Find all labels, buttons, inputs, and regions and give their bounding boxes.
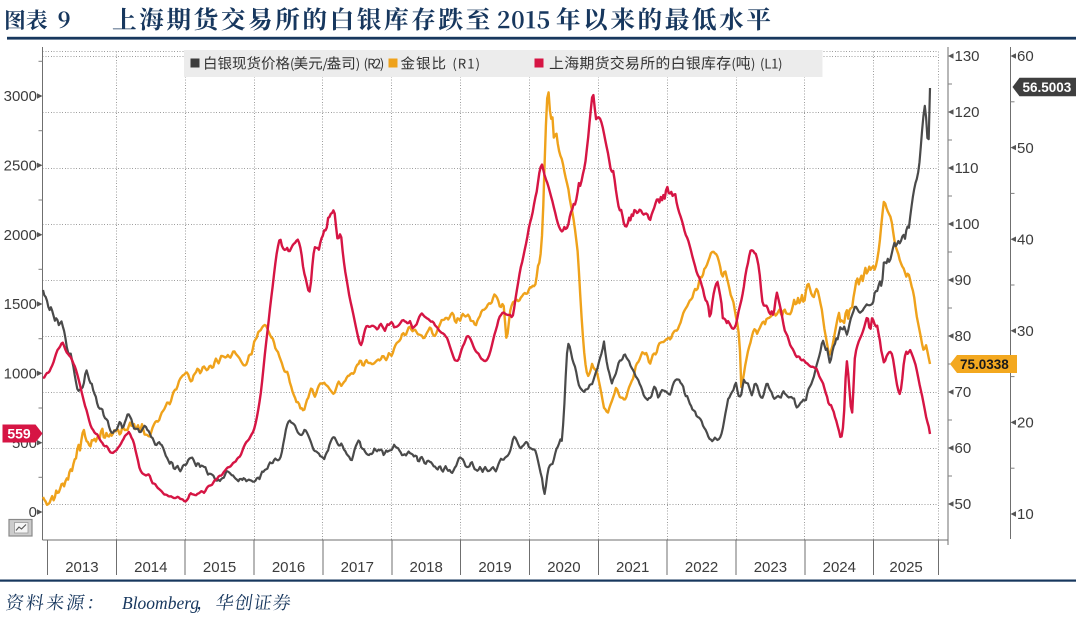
svg-text:2016: 2016 xyxy=(272,559,305,576)
svg-text:2014: 2014 xyxy=(134,559,167,576)
svg-text:2013: 2013 xyxy=(65,559,98,576)
svg-text:60: 60 xyxy=(955,440,972,457)
svg-text:2025: 2025 xyxy=(889,559,922,576)
svg-text:130: 130 xyxy=(955,48,980,65)
svg-text:110: 110 xyxy=(955,160,979,177)
svg-text:2015: 2015 xyxy=(203,559,236,576)
svg-text:60: 60 xyxy=(1017,48,1034,65)
svg-text:3000: 3000 xyxy=(4,88,37,105)
svg-text:2019: 2019 xyxy=(478,559,511,576)
svg-text:Bloomberg: Bloomberg xyxy=(122,593,199,613)
svg-text:2022: 2022 xyxy=(685,559,718,576)
svg-text:0: 0 xyxy=(29,504,37,521)
svg-text:50: 50 xyxy=(1017,140,1034,157)
svg-text:90: 90 xyxy=(955,272,972,289)
svg-text:2018: 2018 xyxy=(410,559,443,576)
svg-text:20: 20 xyxy=(1017,415,1034,432)
svg-text:10: 10 xyxy=(1017,506,1034,523)
svg-text:2017: 2017 xyxy=(341,559,374,576)
svg-text:40: 40 xyxy=(1017,231,1034,248)
svg-text:1500: 1500 xyxy=(4,296,37,313)
svg-text:30: 30 xyxy=(1017,323,1034,340)
svg-text:2021: 2021 xyxy=(616,559,649,576)
svg-text:120: 120 xyxy=(955,104,980,121)
svg-text:2023: 2023 xyxy=(754,559,787,576)
svg-text:100: 100 xyxy=(955,216,980,233)
svg-text:50: 50 xyxy=(955,496,972,513)
svg-text:2020: 2020 xyxy=(547,559,580,576)
svg-text:559: 559 xyxy=(7,425,31,441)
svg-text:75.0338: 75.0338 xyxy=(960,357,1009,372)
svg-text:2024: 2024 xyxy=(823,559,856,576)
svg-text:2000: 2000 xyxy=(4,227,37,244)
svg-text:2500: 2500 xyxy=(4,158,37,175)
svg-text:80: 80 xyxy=(955,328,972,345)
svg-text:56.5003: 56.5003 xyxy=(1023,80,1072,95)
svg-text:1000: 1000 xyxy=(4,366,37,383)
svg-text:70: 70 xyxy=(955,384,972,401)
